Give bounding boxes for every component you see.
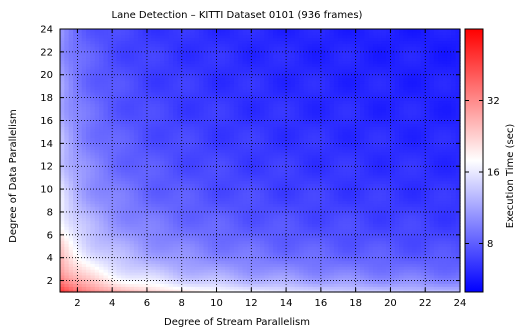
heatmap-cell [286, 29, 291, 32]
heatmap-cell [173, 29, 178, 32]
heatmap-cell [251, 29, 256, 32]
heatmap-cell [112, 29, 117, 32]
heatmap-cell [182, 29, 187, 32]
heatmap-cell [243, 29, 248, 32]
heatmap-cell [230, 29, 235, 32]
heatmap-cell [238, 29, 243, 32]
heatmap-cell [160, 29, 165, 32]
heatmap-cell [151, 29, 156, 32]
heatmap-cell [69, 29, 74, 32]
heatmap-cell [117, 29, 122, 32]
heatmap-cell [260, 29, 265, 32]
heatmap-cell [199, 29, 204, 32]
heatmap-cell [264, 29, 269, 32]
heatmap-cell [95, 29, 100, 32]
heatmap-cell [195, 29, 200, 32]
heatmap-cell [290, 29, 295, 32]
heatmap-cell [256, 29, 261, 32]
heatmap-cell [221, 29, 226, 32]
heatmap-cell [121, 29, 126, 32]
heatmap-cell [277, 29, 282, 32]
heatmap-cell [234, 29, 239, 32]
heatmap-cell [203, 29, 208, 32]
heatmap-cell [77, 29, 82, 32]
heatmap-cell [164, 29, 169, 32]
heatmap-cell [147, 29, 152, 32]
heatmap-cell [82, 29, 87, 32]
heatmap-cell [86, 29, 91, 32]
heatmap-cell [134, 29, 139, 32]
heatmap-cell [138, 29, 143, 32]
heatmap-cell [125, 29, 130, 32]
heatmap-cell [99, 29, 104, 32]
heatmap-cell [64, 29, 69, 32]
heatmap-cell [217, 29, 222, 32]
heatmap-cell [208, 29, 213, 32]
heatmap-cell [60, 29, 65, 32]
heatmap-cells [60, 29, 461, 293]
heatmap-cell [186, 29, 191, 32]
heatmap-cell [90, 29, 95, 32]
heatmap-cell [103, 29, 108, 32]
heatmap-cell [169, 29, 174, 32]
heatmap-cell [273, 29, 278, 32]
heatmap-cell [130, 29, 135, 32]
heatmap-cell [156, 29, 161, 32]
heatmap-cell [190, 29, 195, 32]
heatmap-cell [225, 29, 230, 32]
heatmap-cell [269, 29, 274, 32]
